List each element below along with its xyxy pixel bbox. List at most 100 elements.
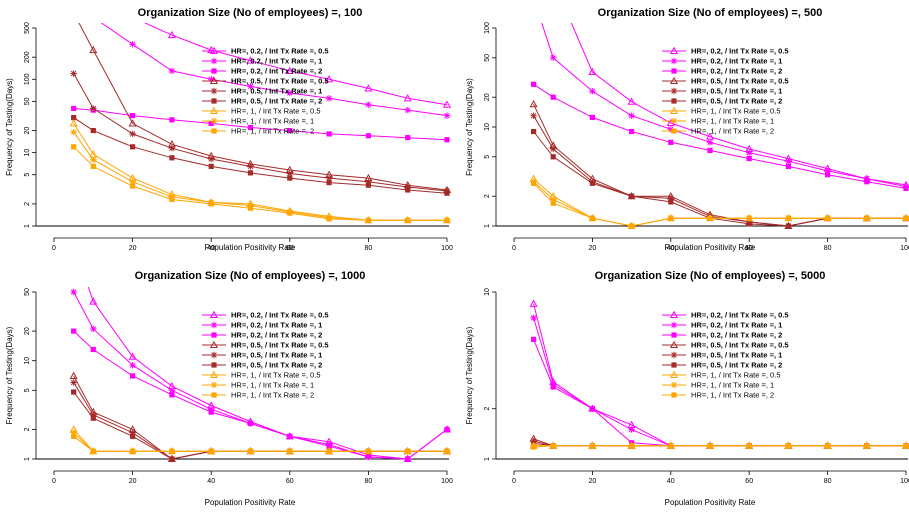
legend-item: HR=, 0.2, / Int Tx Rate =, 2: [202, 67, 322, 76]
legend-item: HR=, 1, / Int Tx Rate =, 0.5: [202, 371, 321, 380]
data-point: [669, 46, 679, 55]
data-point: [707, 147, 713, 154]
y-tick-label: 200: [24, 51, 31, 63]
x-tick-label: 60: [745, 478, 753, 485]
data-point: [325, 95, 333, 102]
data-point: [209, 106, 219, 115]
data-point: [70, 10, 76, 16]
data-point: [208, 448, 214, 454]
data-point: [531, 180, 537, 186]
data-point: [629, 128, 635, 135]
data-point: [130, 448, 136, 454]
x-tick-label: 40: [667, 245, 675, 252]
legend-item: HR=, 0.5, / Int Tx Rate =, 1: [202, 87, 322, 96]
x-tick-label: 60: [745, 245, 753, 252]
data-point: [169, 117, 175, 123]
data-point: [785, 223, 791, 229]
data-point: [746, 443, 752, 449]
data-point: [365, 133, 371, 139]
data-point: [444, 190, 450, 196]
data-point: [208, 120, 214, 127]
legend-label: HR=, 0.2, / Int Tx Rate =, 0.5: [691, 311, 789, 320]
series-path: [73, 435, 447, 452]
series-path: [533, 438, 906, 447]
legend-label: HR=, 0.5, / Int Tx Rate =, 2: [231, 361, 322, 370]
chart-legend: HR=, 0.2, / Int Tx Rate =, 0.5 HR=, 0.2, …: [202, 311, 329, 400]
legend-label: HR=, 0.2, / Int Tx Rate =, 1: [691, 57, 782, 66]
x-axis-label: Population Positivity Rate: [205, 243, 296, 252]
legend-item: HR=, 0.5, / Int Tx Rate =, 2: [662, 97, 782, 106]
data-point: [326, 131, 332, 137]
data-point: [707, 443, 713, 449]
x-tick-label: 40: [207, 245, 215, 252]
x-tick-label: 80: [365, 478, 373, 485]
data-point: [668, 443, 674, 449]
y-axis-label: Frequency of Testing(Days): [465, 78, 474, 176]
legend-label: HR=, 1, / Int Tx Rate =, 1: [691, 381, 774, 390]
data-point: [531, 128, 537, 135]
data-point: [864, 179, 870, 185]
legend-item: HR=, 1, / Int Tx Rate =, 0.5: [662, 371, 781, 380]
data-point: [70, 379, 77, 386]
data-point: [90, 346, 96, 353]
legend-item: HR=, 0.2, / Int Tx Rate =, 0.5: [202, 47, 329, 56]
data-point: [90, 14, 96, 20]
legend-item: HR=, 0.2, / Int Tx Rate =, 2: [202, 331, 322, 340]
data-point: [669, 340, 679, 349]
x-tick-label: 100: [900, 478, 909, 485]
data-point: [365, 101, 372, 108]
legend-item: HR=, 0.5, / Int Tx Rate =, 2: [202, 97, 322, 106]
data-point: [405, 448, 411, 454]
series-line-8: [70, 429, 451, 455]
data-point: [903, 185, 909, 191]
x-tick-label: 40: [667, 478, 675, 485]
legend-label: HR=, 0.5, / Int Tx Rate =, 1: [691, 351, 782, 360]
series-line-7: [529, 174, 909, 229]
legend-label: HR=, 0.5, / Int Tx Rate =, 0.5: [231, 77, 329, 86]
x-tick-label: 20: [129, 245, 137, 252]
data-point: [825, 443, 831, 449]
data-point: [671, 68, 677, 74]
data-point: [287, 433, 293, 439]
data-point: [669, 106, 679, 115]
data-point: [130, 144, 136, 150]
data-point: [90, 448, 96, 454]
data-point: [246, 56, 255, 64]
data-point: [531, 81, 537, 87]
legend-label: HR=, 1, / Int Tx Rate =, 2: [231, 391, 314, 400]
data-point: [530, 314, 537, 322]
data-point: [210, 351, 218, 359]
data-point: [247, 420, 254, 427]
chart-panel-1: Organization Size (No of employees) =, 1…: [5, 7, 453, 252]
legend-item: HR=, 0.5, / Int Tx Rate =, 0.5: [662, 341, 789, 350]
data-point: [550, 384, 556, 390]
data-point: [443, 112, 451, 119]
data-point: [444, 137, 450, 143]
legend-label: HR=, 0.5, / Int Tx Rate =, 2: [691, 97, 782, 106]
legend-label: HR=, 0.5, / Int Tx Rate =, 1: [231, 87, 322, 96]
data-point: [670, 351, 678, 359]
data-point: [247, 163, 254, 170]
data-point: [627, 97, 636, 105]
chart-title: Organization Size (No of employees) =, 1…: [135, 270, 366, 282]
data-point: [671, 128, 677, 134]
data-point: [210, 57, 218, 65]
x-tick-label: 100: [900, 245, 909, 252]
y-tick-label: 5: [24, 173, 31, 177]
legend-label: HR=, 0.2, / Int Tx Rate =, 0.5: [231, 311, 329, 320]
legend-label: HR=, 0.5, / Int Tx Rate =, 0.5: [231, 341, 329, 350]
data-point: [129, 130, 136, 138]
legend-item: HR=, 0.2, / Int Tx Rate =, 1: [662, 57, 782, 66]
data-point: [365, 454, 371, 460]
data-point: [530, 0, 536, 1]
y-tick-label: 10: [484, 123, 491, 131]
x-tick-label: 80: [365, 245, 373, 252]
data-point: [550, 154, 556, 160]
data-point: [671, 98, 677, 104]
y-tick-label: 20: [484, 93, 491, 101]
legend-item: HR=, 1, / Int Tx Rate =, 2: [662, 127, 774, 136]
y-tick-label: 50: [24, 288, 31, 296]
legend-label: HR=, 0.2, / Int Tx Rate =, 2: [231, 331, 322, 340]
y-tick-label: 10: [24, 357, 31, 365]
